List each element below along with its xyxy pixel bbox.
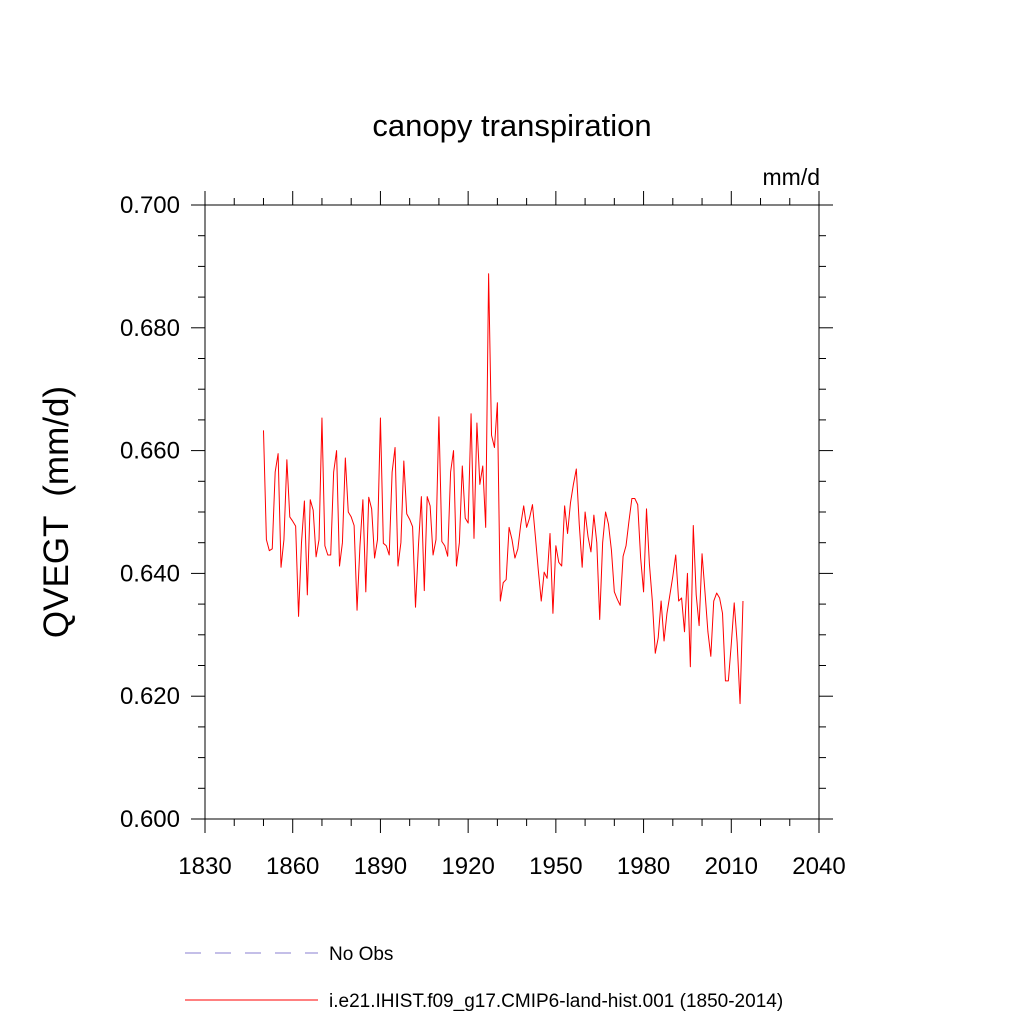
units-label: mm/d <box>763 164 821 190</box>
legend-model-label: i.e21.IHIST.f09_g17.CMIP6-land-hist.001 … <box>329 991 783 1012</box>
axis-tick-labels: 1830 1860 1890 1920 1950 1980 2010 2040 0.600 0.6… <box>120 192 846 880</box>
y-tick-label: 0.600 <box>120 806 180 833</box>
y-axis-label: QVEGT (mm/d) <box>37 386 76 638</box>
x-tick-label: 1920 <box>441 853 494 880</box>
axis-ticks <box>191 191 833 833</box>
x-tick-label: 1860 <box>266 853 319 880</box>
y-tick-label: 0.640 <box>120 560 180 587</box>
series-line <box>262 273 744 705</box>
y-tick-label: 0.660 <box>120 438 180 465</box>
x-tick-label: 1890 <box>354 853 407 880</box>
x-tick-label: 1950 <box>529 853 582 880</box>
x-tick-label: 2040 <box>792 853 845 880</box>
legend-obs-label: No Obs <box>329 944 393 965</box>
legend: No Obs i.e21.IHIST.f09_g17.CMIP6-land-hi… <box>185 944 783 1012</box>
chart-title: canopy transpiration <box>372 108 651 143</box>
x-tick-label: 1830 <box>178 853 231 880</box>
x-tick-label: 1980 <box>617 853 670 880</box>
y-tick-label: 0.700 <box>120 192 180 219</box>
y-tick-label: 0.620 <box>120 683 180 710</box>
x-tick-label: 2010 <box>705 853 758 880</box>
y-tick-label: 0.680 <box>120 315 180 342</box>
plot-frame <box>204 204 820 820</box>
